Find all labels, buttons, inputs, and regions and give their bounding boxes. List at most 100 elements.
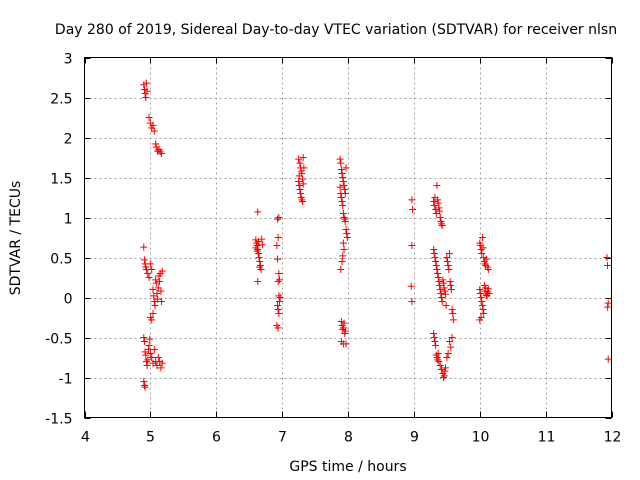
- data-point: [157, 287, 165, 295]
- data-point: [154, 354, 162, 361]
- x-tick-label: 4: [81, 430, 90, 446]
- data-point: [295, 172, 303, 180]
- data-point: [431, 338, 439, 345]
- data-point: [156, 278, 164, 285]
- data-point: [337, 159, 345, 167]
- data-point: [148, 266, 156, 273]
- x-tick-label: 9: [410, 430, 419, 446]
- x-tick-label: 6: [212, 430, 221, 446]
- data-point: [299, 198, 307, 205]
- data-point: [144, 356, 152, 364]
- data-point: [149, 286, 157, 293]
- data-point: [336, 155, 344, 163]
- data-point: [274, 302, 282, 309]
- data-point: [158, 298, 166, 305]
- data-point: [340, 182, 348, 189]
- data-point: [254, 208, 262, 216]
- data-point: [338, 198, 346, 205]
- data-point: [479, 306, 487, 313]
- data-point: [298, 196, 306, 204]
- data-point: [274, 278, 282, 285]
- data-point: [339, 252, 347, 260]
- data-point: [342, 226, 350, 233]
- data-point: [299, 180, 307, 188]
- data-point: [445, 266, 453, 273]
- data-point: [252, 244, 260, 252]
- data-point: [149, 310, 157, 317]
- data-point: [337, 166, 345, 173]
- data-point: [152, 140, 160, 148]
- axis-ticks: [84, 57, 613, 419]
- data-point: [441, 367, 449, 375]
- x-tick-label: 11: [538, 430, 556, 446]
- data-point: [436, 362, 444, 369]
- data-point: [273, 242, 281, 249]
- data-point: [430, 246, 438, 253]
- data-point: [140, 378, 148, 385]
- y-axis-label: SDTVAR / TECUs: [8, 181, 24, 296]
- x-tick-label: 5: [146, 430, 155, 446]
- data-point: [300, 164, 308, 172]
- x-tick-label: 10: [472, 430, 490, 446]
- data-point: [275, 310, 283, 317]
- data-point: [446, 278, 454, 285]
- data-point: [478, 298, 486, 305]
- y-tick-label: 0: [64, 292, 73, 308]
- data-point: [477, 314, 485, 321]
- data-point: [447, 343, 455, 351]
- data-point: [253, 247, 261, 255]
- data-point: [150, 127, 158, 135]
- y-tick-label: 1.5: [50, 172, 72, 188]
- y-tick-label: 2.5: [50, 92, 72, 108]
- data-point: [299, 175, 307, 183]
- data-point: [478, 234, 486, 241]
- data-point: [436, 214, 444, 221]
- data-point: [343, 234, 351, 241]
- x-tick-label: 7: [278, 430, 287, 446]
- data-point: [445, 250, 453, 257]
- data-point: [438, 222, 446, 229]
- data-point: [295, 182, 303, 189]
- data-point: [150, 346, 158, 353]
- data-point: [274, 255, 282, 263]
- data-point: [275, 214, 283, 221]
- data-point: [339, 239, 347, 247]
- x-tick-labels: 4 5 6 7 8 9 10 11 12: [81, 430, 621, 446]
- data-point: [343, 230, 351, 237]
- data-point: [435, 278, 443, 285]
- data-point: [341, 218, 349, 225]
- data-point: [480, 310, 488, 317]
- data-point: [295, 155, 303, 163]
- data-point: [146, 335, 154, 343]
- data-point: [444, 350, 452, 357]
- data-point: [441, 290, 449, 298]
- data-point: [274, 324, 282, 332]
- data-point: [258, 235, 266, 243]
- data-point: [144, 270, 152, 277]
- data-point: [432, 258, 440, 265]
- data-point: [337, 190, 345, 197]
- data-point: [438, 220, 446, 228]
- data-point: [275, 292, 283, 300]
- data-point: [604, 299, 612, 307]
- data-point: [438, 294, 446, 301]
- data-point: [148, 316, 156, 324]
- data-point: [449, 316, 457, 324]
- data-point: [297, 190, 305, 197]
- data-point: [295, 178, 303, 185]
- data-point: [435, 204, 443, 212]
- data-point: [477, 294, 485, 301]
- y-tick-label: -1.5: [45, 412, 72, 428]
- data-point: [256, 262, 264, 269]
- y-tick-labels: -1.5 -1 -0.5 0 0.5 1 1.5 2 2.5 3: [45, 52, 72, 428]
- data-point: [339, 202, 347, 209]
- data-point: [145, 342, 153, 349]
- data-point: [443, 254, 451, 261]
- data-point: [275, 270, 283, 277]
- data-point: [274, 234, 282, 241]
- x-axis-label: GPS time / hours: [289, 459, 406, 475]
- data-point: [430, 334, 438, 341]
- data-point: [448, 334, 456, 341]
- data-point: [476, 286, 484, 293]
